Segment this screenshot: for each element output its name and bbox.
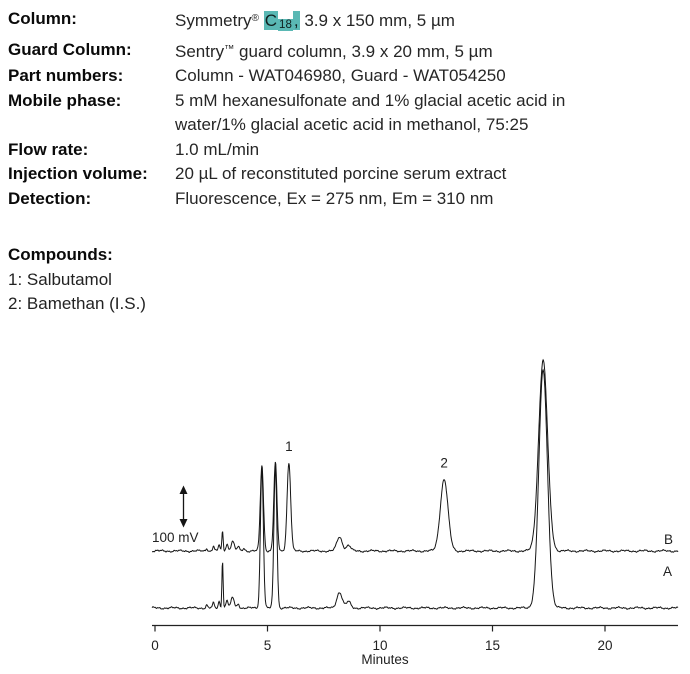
condition-value-line: Column - WAT046980, Guard - WAT054250: [175, 66, 506, 86]
condition-value-line: 20 µL of reconstituted porcine serum ext…: [175, 164, 507, 184]
condition-value: 1.0 mL/min: [175, 138, 565, 163]
highlighted-text: 18: [278, 19, 293, 32]
compound-item: 2: Bamethan (I.S.): [8, 294, 146, 313]
x-axis-tick-label: 5: [264, 638, 272, 653]
highlighted-text: ,: [292, 11, 300, 31]
x-axis-tick-label: 20: [597, 638, 612, 653]
condition-label: Detection:: [8, 188, 92, 208]
compounds-heading: Compounds:: [8, 245, 113, 264]
condition-value: Column - WAT046980, Guard - WAT054250: [175, 64, 565, 89]
condition-value: 5 mM hexanesulfonate and 1% glacial acet…: [175, 89, 565, 138]
compounds-section: Compounds: 1: Salbutamol 2: Bamethan (I.S…: [8, 243, 146, 317]
x-axis-tick-label: 10: [372, 638, 387, 653]
peak-label: 2: [440, 455, 448, 470]
condition-value-line: Symmetry® C 18, 3.9 x 150 mm, 5 µm: [175, 11, 455, 32]
condition-value: Symmetry® C 18, 3.9 x 150 mm, 5 µm: [175, 7, 565, 38]
scale-bar-arrowhead-up: [179, 485, 188, 494]
x-axis-tick-label: 15: [485, 638, 500, 653]
condition-value-line: Sentry™ guard column, 3.9 x 20 mm, 5 µm: [175, 41, 493, 61]
condition-value: 20 µL of reconstituted porcine serum ext…: [175, 162, 565, 187]
trace-label: B: [664, 532, 673, 547]
condition-label: Injection volume:: [8, 164, 148, 184]
compound-list: 1: Salbutamol 2: Bamethan (I.S.): [8, 268, 146, 317]
trace-label: A: [663, 564, 672, 579]
condition-label: Flow rate:: [8, 139, 89, 159]
chromatogram-figure: 0 5 10 15 20 Minutes 100 mV 1 2 B A: [0, 345, 690, 669]
x-axis-title: Minutes: [361, 652, 409, 667]
condition-value-line: water/1% glacial acetic acid in methanol…: [175, 115, 529, 135]
condition-value-line: 5 mM hexanesulfonate and 1% glacial acet…: [175, 90, 566, 110]
condition-value: Fluorescence, Ex = 275 nm, Em = 310 nm: [175, 187, 565, 212]
chromatogram-plot: 0 5 10 15 20 Minutes 100 mV 1 2 B A: [151, 358, 679, 667]
highlighted-text: C: [263, 11, 279, 31]
scale-bar-arrowhead-down: [179, 519, 188, 528]
condition-value: Sentry™ guard column, 3.9 x 20 mm, 5 µm: [175, 38, 565, 65]
condition-value-line: 1.0 mL/min: [175, 139, 260, 159]
compound-item: 1: Salbutamol: [8, 269, 112, 289]
scale-bar-label: 100 mV: [152, 530, 199, 545]
method-conditions-table: Column: Symmetry® C 18, 3.9 x 150 mm, 5 µm…: [8, 7, 565, 211]
condition-label: Part numbers:: [8, 66, 124, 86]
trace-A: [151, 368, 679, 610]
trace-B: [152, 358, 679, 554]
condition-value-line: Fluorescence, Ex = 275 nm, Em = 310 nm: [175, 188, 494, 208]
peak-label: 1: [285, 439, 293, 454]
x-axis-tick-label: 0: [151, 638, 159, 653]
condition-label: Guard Column:: [8, 39, 132, 59]
condition-label: Mobile phase:: [8, 90, 122, 110]
condition-label: Column:: [8, 9, 77, 28]
